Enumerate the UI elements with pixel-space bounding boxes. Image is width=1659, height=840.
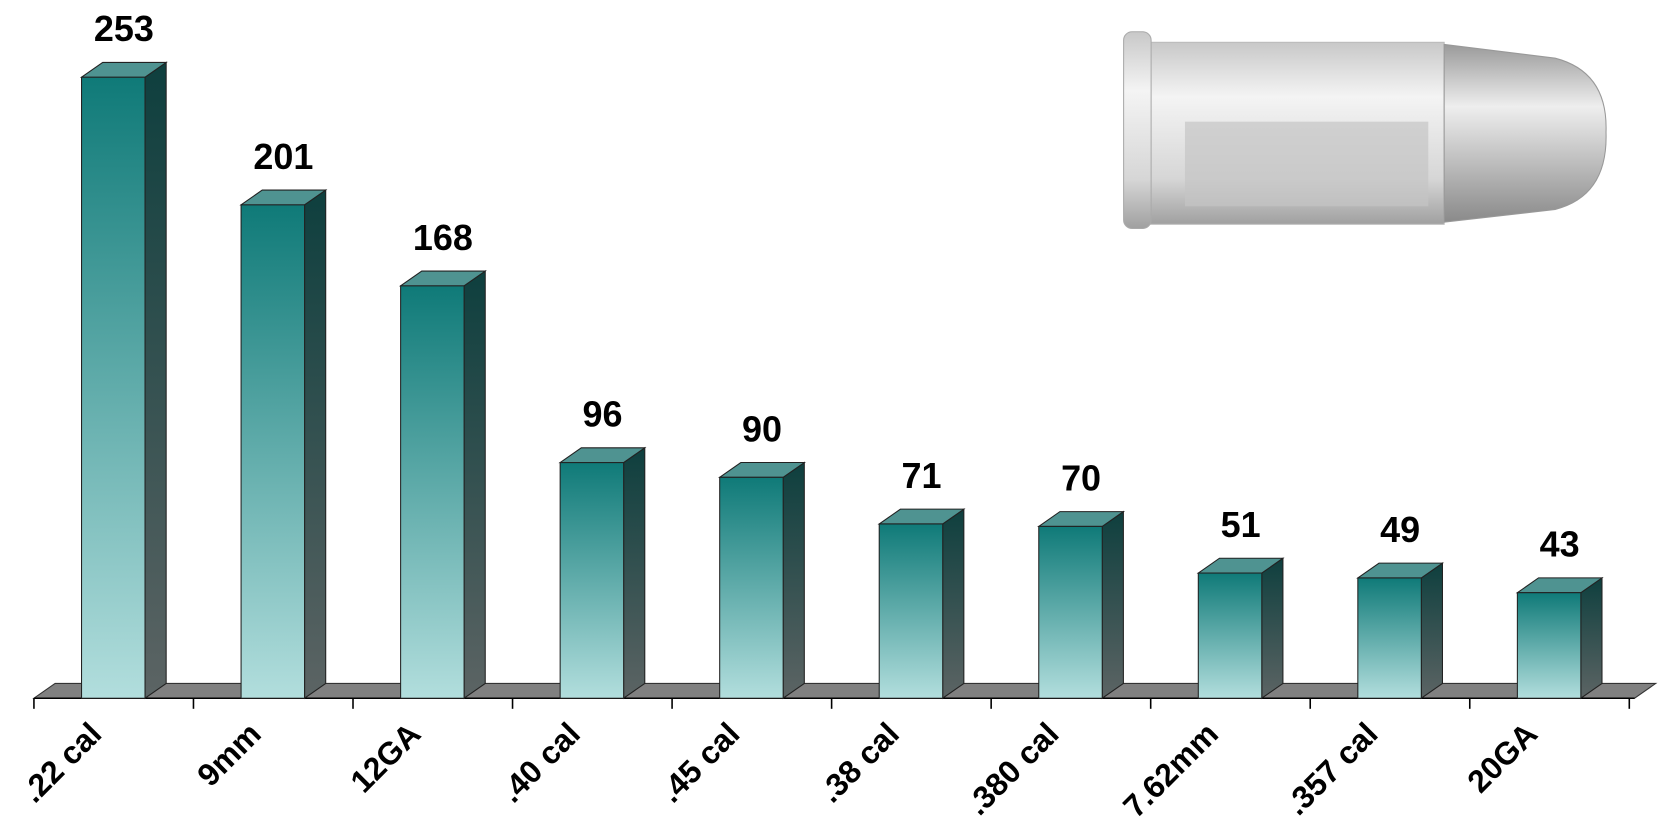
bar-side — [782, 461, 805, 700]
bar-side — [1580, 576, 1603, 700]
bullet-illustration — [1123, 31, 1607, 230]
bar-front — [240, 204, 306, 699]
bar-front — [559, 462, 625, 699]
bar-front — [1357, 577, 1422, 699]
bar — [1515, 576, 1604, 700]
bar-side — [1420, 562, 1443, 700]
value-label: 90 — [742, 408, 782, 449]
value-label: 70 — [1061, 457, 1101, 498]
bar-front — [719, 476, 784, 699]
x-tick-label: .38 cal — [812, 715, 906, 809]
bar-front — [878, 523, 944, 699]
x-tick-label: 12GA — [343, 715, 427, 799]
value-label: 51 — [1221, 504, 1261, 545]
bar — [239, 189, 328, 700]
value-label: 49 — [1380, 509, 1420, 550]
x-tick-label: 7.62mm — [1116, 715, 1225, 824]
bar-side — [463, 270, 486, 700]
x-tick-label: 9mm — [190, 715, 268, 793]
value-label: 168 — [413, 217, 473, 258]
bar — [718, 461, 806, 700]
x-tick-label: .380 cal — [959, 715, 1066, 822]
bar-front — [1516, 592, 1582, 699]
value-label: 43 — [1540, 524, 1580, 565]
bar — [1037, 510, 1126, 700]
bar — [558, 446, 647, 700]
bar — [877, 508, 966, 700]
bar-side — [304, 189, 327, 700]
value-label: 201 — [253, 136, 313, 177]
value-label: 96 — [582, 394, 622, 435]
bar-side — [1261, 557, 1284, 700]
bar — [398, 270, 487, 700]
bar-front — [400, 285, 465, 699]
x-tick-label: .357 cal — [1278, 715, 1385, 822]
value-label: 71 — [902, 455, 942, 496]
x-tick-label: .45 cal — [652, 715, 746, 809]
bar-side — [144, 61, 167, 700]
bar-side — [1101, 510, 1124, 700]
bar-side — [942, 508, 965, 700]
x-tick-label: .40 cal — [493, 715, 587, 809]
bar-front — [81, 76, 146, 699]
x-tick-label: 20GA — [1460, 715, 1544, 799]
bar — [1356, 562, 1445, 700]
bar — [79, 61, 168, 700]
bar-front — [1197, 572, 1263, 699]
bar-side — [623, 446, 646, 700]
bar-front — [1038, 525, 1103, 699]
bar — [1196, 557, 1285, 700]
value-label: 253 — [94, 8, 154, 49]
x-tick-label: .22 cal — [14, 715, 108, 809]
